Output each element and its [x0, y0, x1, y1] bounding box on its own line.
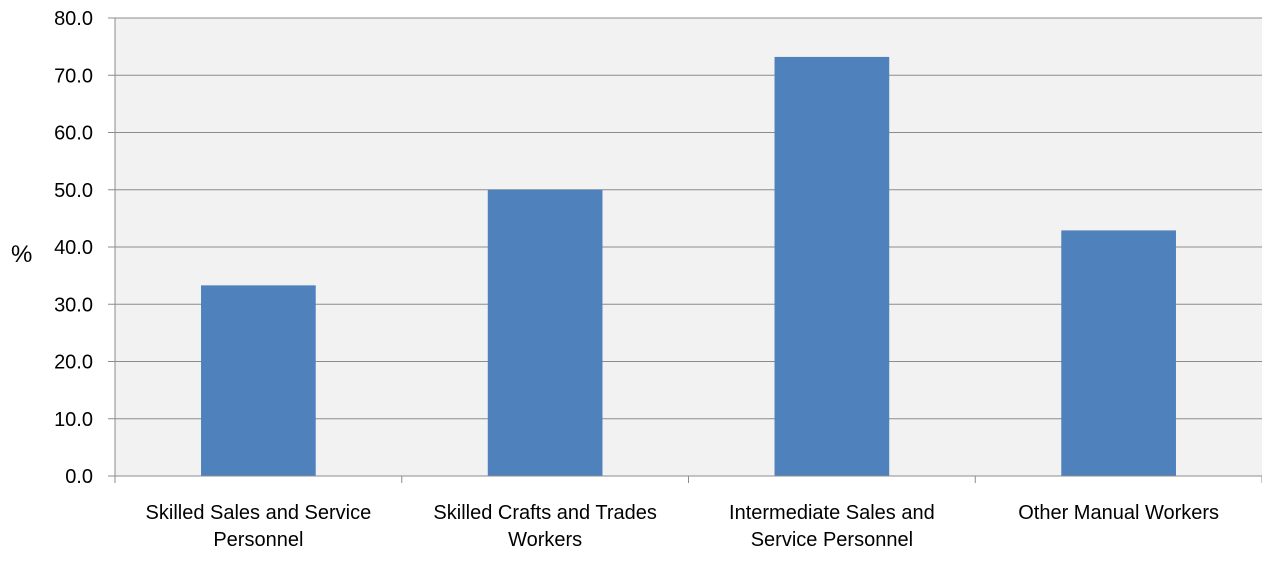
- x-tick-label-line: Skilled Crafts and Trades: [433, 502, 656, 524]
- y-tick-labels: 0.0 10.0 20.0 30.0 40.0 50.0 60.0 70.0 80.0: [54, 8, 93, 488]
- y-tick-label: 40.0: [54, 237, 93, 259]
- x-tick-label: Skilled Crafts and Trades Workers: [433, 502, 656, 551]
- bars: [201, 56, 1176, 477]
- bar: [774, 56, 890, 477]
- x-tick-label-line: Skilled Sales and Service: [146, 502, 372, 524]
- y-tick-label: 30.0: [54, 294, 93, 316]
- axes: [114, 18, 1262, 483]
- y-tick-label: 80.0: [54, 8, 93, 30]
- y-tick-label: 20.0: [54, 352, 93, 374]
- y-tick-label: 70.0: [54, 65, 93, 87]
- x-tick-label-line: Personnel: [213, 529, 303, 551]
- y-tick-label: 50.0: [54, 180, 93, 202]
- bar: [1061, 230, 1176, 476]
- x-tick-labels: Skilled Sales and Service PersonnelSkille…: [146, 502, 1220, 551]
- y-axis-title: %: [11, 241, 32, 268]
- x-tick-label: Skilled Sales and Service Personnel: [146, 502, 372, 551]
- x-tick-label: Intermediate Sales and Service Personnel: [729, 502, 935, 551]
- y-tick-label: 60.0: [54, 123, 93, 145]
- bar: [487, 189, 603, 476]
- x-tick-label-line: Other Manual Workers: [1018, 502, 1219, 524]
- x-tick-label-line: Workers: [508, 529, 582, 551]
- x-tick-label: Other Manual Workers: [1018, 502, 1219, 524]
- y-tick-label: 10.0: [54, 409, 93, 431]
- bar: [201, 285, 316, 476]
- y-tick-label: 0.0: [65, 466, 93, 488]
- x-tick-label-line: Intermediate Sales and: [729, 502, 935, 524]
- x-tick-label-line: Service Personnel: [751, 529, 913, 551]
